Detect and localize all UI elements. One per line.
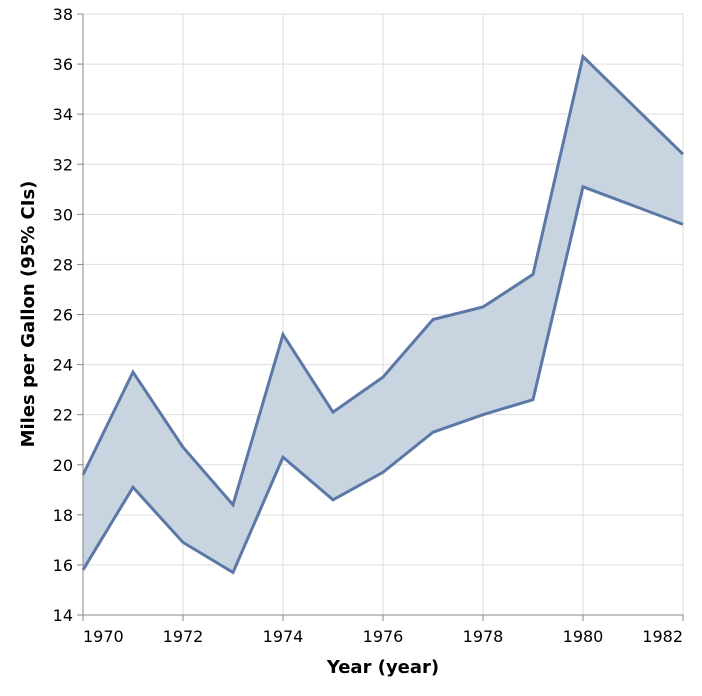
y-tick-label: 32 <box>53 155 73 174</box>
x-tick-label: 1970 <box>83 627 124 646</box>
x-tick-label: 1982 <box>642 627 683 646</box>
y-axis-title: Miles per Gallon (95% CIs) <box>18 181 39 448</box>
y-tick-label: 22 <box>53 406 73 425</box>
y-tick-label: 26 <box>53 306 73 325</box>
x-tick-label: 1976 <box>363 627 404 646</box>
x-tick-label: 1978 <box>463 627 504 646</box>
x-axis-title: Year (year) <box>326 657 439 678</box>
y-tick-label: 36 <box>53 55 73 74</box>
y-tick-label: 38 <box>53 5 73 24</box>
confidence-band-area <box>83 56 683 573</box>
x-tick-label: 1974 <box>263 627 304 646</box>
y-tick-label: 14 <box>53 606 73 625</box>
lower-bound-line <box>81 184 684 575</box>
y-tick-label: 24 <box>53 356 73 375</box>
x-tick-label: 1972 <box>163 627 204 646</box>
upper-bound-line <box>81 53 685 508</box>
confidence-band <box>81 53 685 575</box>
y-tick-label: 30 <box>53 205 73 224</box>
y-tick-label: 16 <box>53 556 73 575</box>
y-tick-label: 28 <box>53 255 73 274</box>
y-tick-label: 34 <box>53 105 73 124</box>
x-tick-label: 1980 <box>563 627 604 646</box>
y-tick-label: 18 <box>53 506 73 525</box>
axes: 14 16 18 20 22 24 26 28 30 32 34 36 38 1970 1972 1974 19… <box>53 5 684 646</box>
y-tick-label: 20 <box>53 456 73 475</box>
